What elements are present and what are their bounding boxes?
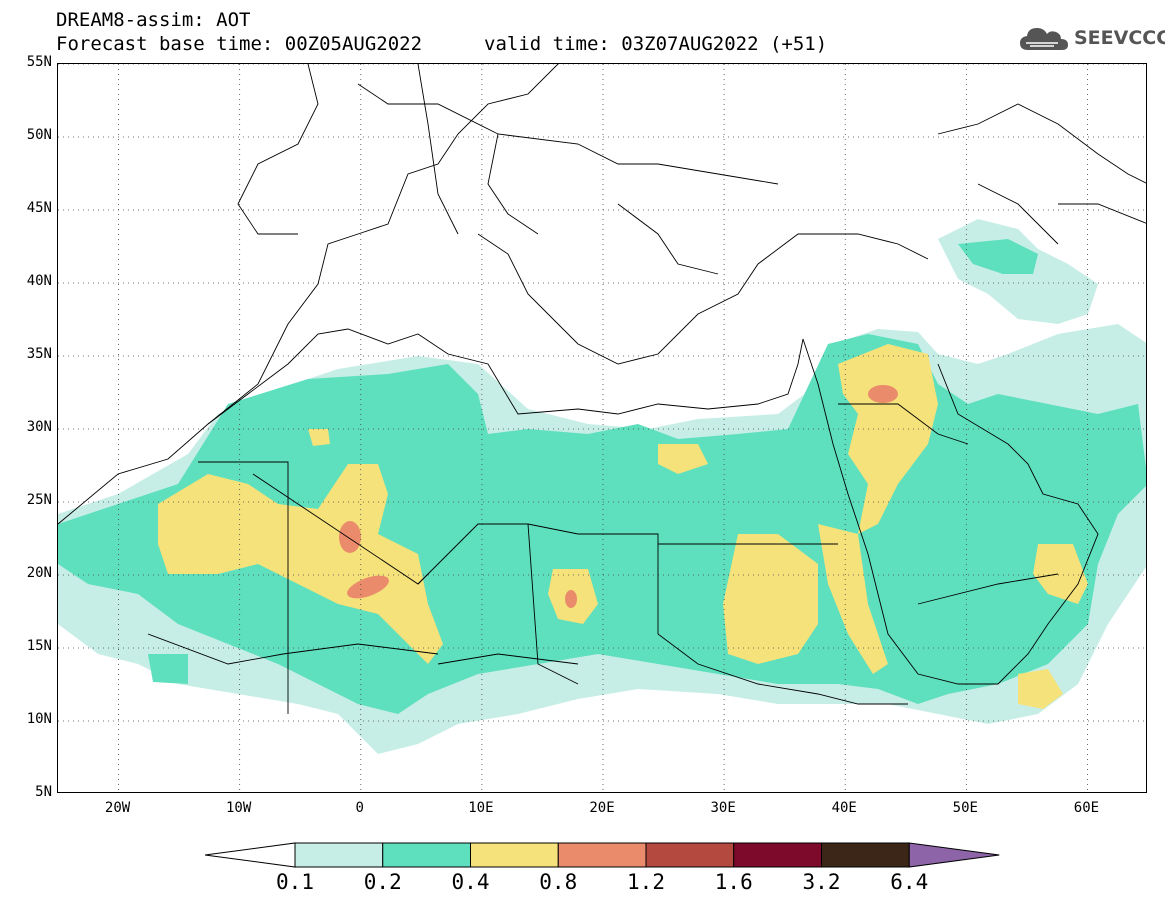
latitude-label: 10N [26,711,52,727]
colorbar-level-label: 0.2 [363,870,402,894]
colorbar-level-label: 1.2 [627,870,665,894]
latitude-label: 25N [26,492,52,508]
longitude-label: 0 [355,800,364,816]
latitude-label: 45N [26,200,52,216]
colorbar-level-label: 0.8 [539,870,578,894]
colorbar-under-triangle [205,842,296,868]
latitude-label: 40N [26,273,52,289]
colorbar-segment [821,842,910,868]
aot-field-0.4-0.8 [158,344,1088,709]
colorbar-over-triangle [908,842,1000,868]
colorbar-level-label: 0.4 [451,870,490,894]
colorbar-segment [294,842,384,868]
aot-field-0.8-1.2 [339,385,898,608]
country-borders [58,64,1146,714]
seevccc-logo: SEEVCCC [1018,22,1165,54]
longitude-label: 60E [1073,800,1100,816]
map-canvas [58,64,1146,792]
colorbar-segment [557,842,647,868]
longitude-label: 10E [468,800,494,816]
valid-time: valid time: 03Z07AUG2022 (+51) [484,33,828,55]
longitude-label: 10W [226,800,252,816]
logo-text: SEEVCCC [1074,27,1165,49]
latitude-label: 50N [26,127,52,143]
colorbar-level-label: 0.1 [276,870,314,894]
cloud-icon [1020,28,1068,50]
colorbar-segment [382,842,471,868]
latitude-label: 55N [26,54,52,70]
colorbar-level-label: 3.2 [802,870,841,894]
colorbar-level-label: 1.6 [714,870,753,894]
latitude-label: 35N [26,346,52,362]
colorbar-segment [645,842,735,868]
longitude-label: 50E [952,800,978,816]
longitude-label: 20W [104,800,131,816]
colorbar-segment [470,842,559,868]
map-frame [57,63,1147,793]
latitude-label: 30N [26,419,52,435]
colorbar-segment [733,842,822,868]
colorbar-level-label: 6.4 [890,870,929,894]
latitude-label: 20N [26,565,52,581]
latitude-label: 5N [35,784,52,800]
latitude-label: 15N [26,638,52,654]
forecast-base-time: Forecast base time: 00Z05AUG2022 [56,33,423,55]
longitude-label: 30E [710,800,736,816]
longitude-label: 40E [831,800,857,816]
map-title: DREAM8-assim: AOT [56,9,251,31]
colorbar [205,842,1000,868]
longitude-label: 20E [589,800,615,816]
